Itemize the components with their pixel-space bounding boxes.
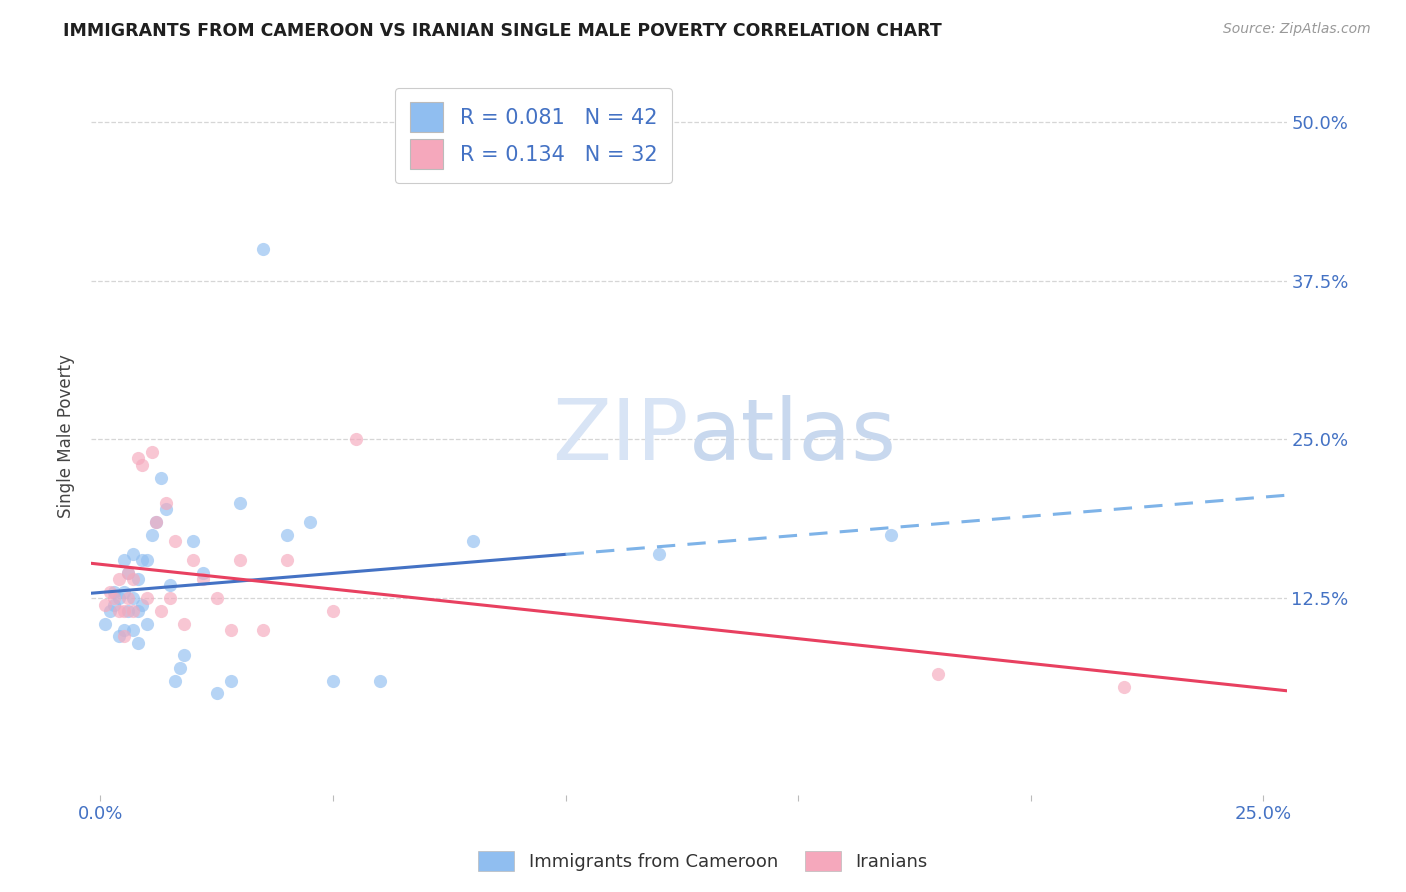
Point (322, 673, 344, 688)
Point (112, 629, 135, 643)
Point (136, 591, 159, 606)
Point (229, 553, 252, 567)
Point (108, 604, 131, 618)
Point (112, 623, 135, 637)
Point (141, 445, 163, 459)
Point (159, 591, 181, 606)
Text: Source: ZipAtlas.com: Source: ZipAtlas.com (1223, 22, 1371, 37)
Point (298, 515, 321, 529)
Point (108, 629, 131, 643)
Point (276, 527, 298, 541)
Point (103, 591, 125, 606)
Point (103, 585, 125, 599)
Point (927, 667, 949, 681)
Point (219, 623, 242, 637)
Point (169, 661, 191, 675)
Point (122, 572, 145, 586)
Point (149, 470, 172, 484)
Point (252, 623, 274, 637)
Point (155, 502, 177, 516)
Point (117, 604, 139, 618)
Legend: R = 0.081   N = 42, R = 0.134   N = 32: R = 0.081 N = 42, R = 0.134 N = 32 (395, 87, 672, 183)
Point (229, 496, 252, 510)
Point (163, 673, 186, 688)
Point (127, 451, 149, 466)
Point (127, 635, 149, 649)
Point (880, 527, 903, 541)
Point (344, 433, 367, 447)
Point (136, 616, 159, 631)
Point (127, 572, 149, 586)
Point (122, 623, 145, 637)
Point (141, 527, 163, 541)
Point (117, 566, 139, 580)
Point (205, 591, 228, 606)
Point (131, 598, 153, 612)
Point (191, 566, 214, 580)
Point (183, 553, 205, 567)
Point (252, 242, 274, 256)
Point (1112, 680, 1135, 694)
Text: atlas: atlas (689, 395, 897, 478)
Point (103, 598, 125, 612)
Point (155, 496, 177, 510)
Point (98, 604, 121, 618)
Point (117, 566, 139, 580)
Point (205, 686, 228, 700)
Text: IMMIGRANTS FROM CAMEROON VS IRANIAN SINGLE MALE POVERTY CORRELATION CHART: IMMIGRANTS FROM CAMEROON VS IRANIAN SING… (63, 22, 942, 40)
Point (461, 534, 484, 549)
Point (94, 616, 117, 631)
Point (117, 591, 139, 606)
Point (131, 553, 153, 567)
Point (163, 534, 186, 549)
Point (322, 604, 344, 618)
Point (112, 553, 135, 567)
Point (127, 604, 149, 618)
Point (108, 591, 131, 606)
Point (108, 572, 131, 586)
Point (191, 572, 214, 586)
Point (173, 648, 195, 663)
Point (131, 458, 153, 472)
Point (647, 547, 669, 561)
Point (122, 604, 145, 618)
Point (122, 591, 145, 606)
Point (159, 578, 181, 592)
Point (94, 598, 117, 612)
Point (276, 553, 298, 567)
Point (112, 585, 135, 599)
Point (173, 616, 195, 631)
Point (98, 585, 121, 599)
Point (122, 547, 145, 561)
Point (149, 604, 172, 618)
Point (145, 515, 167, 529)
Point (368, 673, 391, 688)
Text: ZIP: ZIP (553, 395, 689, 478)
Point (183, 534, 205, 549)
Point (136, 553, 159, 567)
Point (145, 515, 167, 529)
Y-axis label: Single Male Poverty: Single Male Poverty (58, 354, 75, 518)
Legend: Immigrants from Cameroon, Iranians: Immigrants from Cameroon, Iranians (471, 844, 935, 879)
Point (219, 673, 242, 688)
Point (112, 604, 135, 618)
